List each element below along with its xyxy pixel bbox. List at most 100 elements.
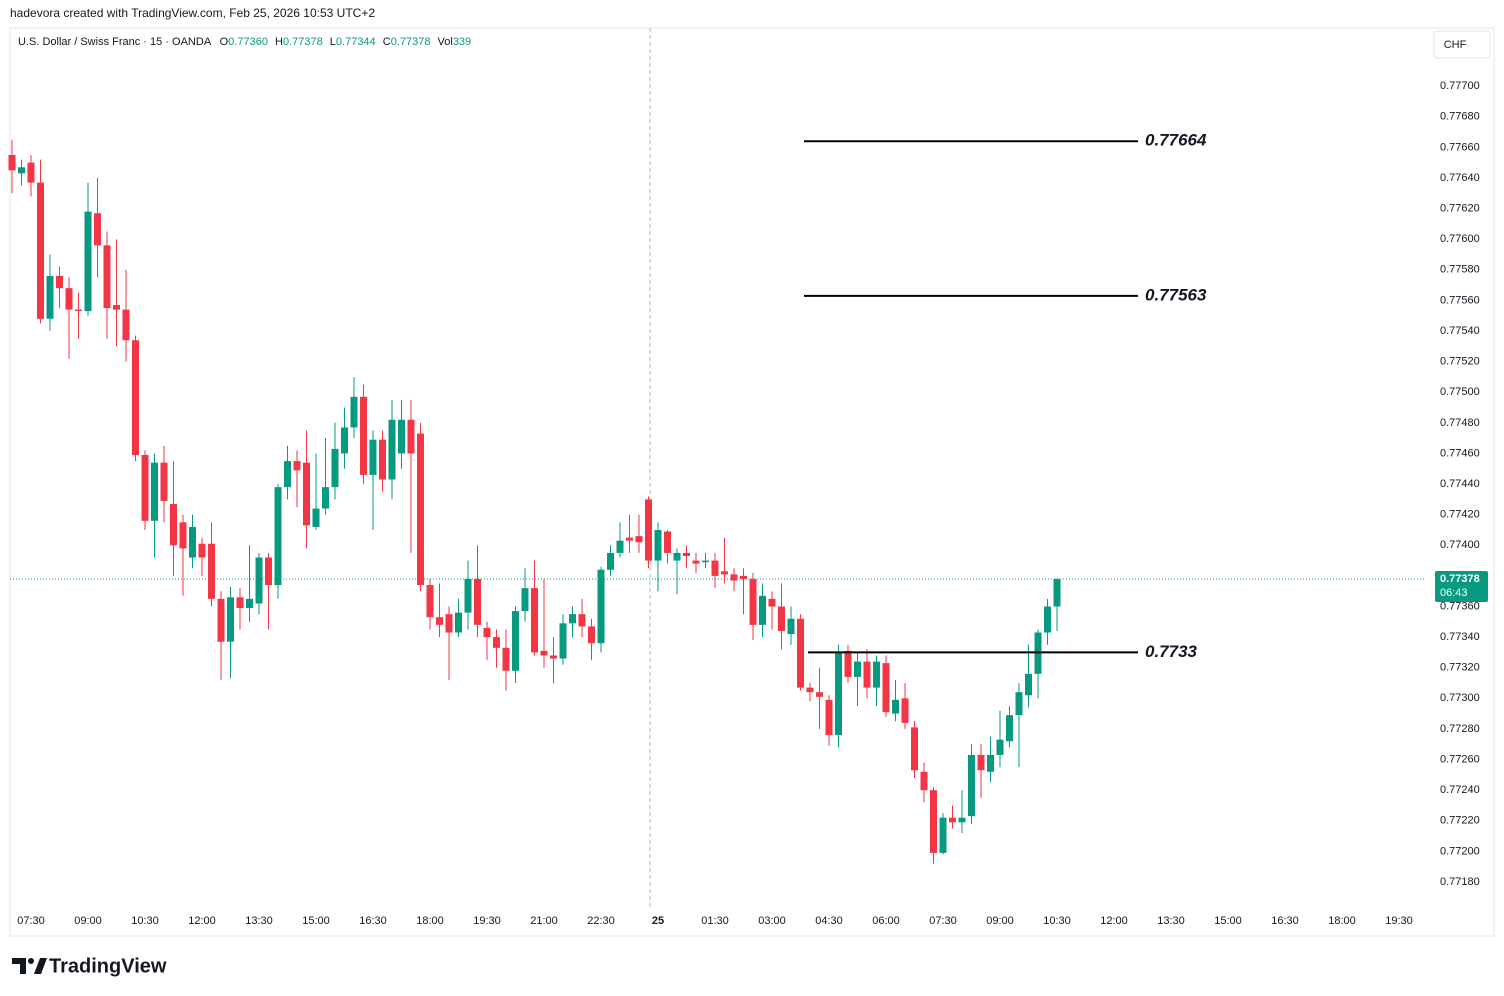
last-price-tag — [1435, 570, 1488, 602]
candle-body — [892, 699, 899, 714]
candle-body — [303, 462, 310, 526]
symbol: U.S. Dollar / Swiss Franc · 15 · OANDA — [18, 36, 212, 48]
candle-body — [987, 754, 994, 772]
candle-body — [911, 727, 918, 771]
candle-body — [512, 611, 519, 671]
candle-body — [806, 687, 814, 693]
candle-body — [141, 454, 149, 521]
x-tick-label: 06:00 — [872, 915, 900, 927]
candle-body — [84, 211, 92, 312]
candle-body — [284, 461, 291, 488]
x-tick-label: 16:30 — [1271, 915, 1299, 927]
candle-body — [930, 790, 937, 853]
candle-body — [550, 655, 557, 659]
candle-body — [578, 614, 586, 627]
level-label: 0.77563 — [1145, 285, 1207, 304]
candle-body — [540, 650, 548, 656]
candle-body — [493, 637, 500, 648]
y-tick-label: 0.77280 — [1440, 723, 1480, 735]
candle-body — [1006, 715, 1013, 742]
y-tick-label: 0.77220 — [1440, 815, 1480, 827]
candle-body — [958, 817, 966, 823]
candle-body — [949, 817, 956, 823]
candle-body — [37, 182, 44, 319]
candle-body — [683, 552, 690, 556]
candle-body — [721, 571, 728, 575]
y-tick-label: 0.77400 — [1440, 539, 1480, 551]
volume-key: Vol — [438, 36, 453, 48]
candle-body — [8, 155, 16, 171]
candle-body — [474, 578, 481, 625]
y-tick-label: 0.77200 — [1440, 845, 1480, 857]
x-tick-label: 19:30 — [1385, 915, 1413, 927]
candle-body — [901, 698, 909, 723]
y-tick-label: 0.77440 — [1440, 478, 1480, 490]
candle-body — [569, 614, 576, 624]
last-price-label: 0.77378 — [1440, 573, 1480, 585]
candle-body — [151, 462, 158, 521]
x-tick-label: 07:30 — [17, 915, 45, 927]
candle-body — [208, 543, 215, 599]
candle-body — [322, 487, 329, 509]
y-tick-label: 0.77560 — [1440, 294, 1480, 306]
candle-body — [132, 340, 139, 455]
candle-body — [607, 552, 614, 570]
y-tick-label: 0.77320 — [1440, 662, 1480, 674]
x-tick-label: 21:00 — [530, 915, 558, 927]
candle-body — [455, 612, 462, 633]
candle-body — [483, 627, 491, 638]
candle-body — [407, 419, 415, 454]
candle-body — [246, 598, 253, 609]
x-tick-label: 15:00 — [302, 915, 330, 927]
x-tick-label: 18:00 — [1328, 915, 1356, 927]
y-tick-label: 0.77300 — [1440, 692, 1480, 704]
candle-body — [740, 575, 747, 579]
currency[interactable]: CHF — [1444, 39, 1467, 51]
x-tick-label: 03:00 — [758, 915, 786, 927]
candle-body — [502, 647, 510, 671]
candle-body — [160, 462, 168, 501]
ohlc-value: 0.77378 — [283, 36, 323, 48]
y-tick-label: 0.77260 — [1440, 753, 1480, 765]
logo-slash — [34, 958, 47, 974]
y-tick-label: 0.77340 — [1440, 631, 1480, 643]
x-tick-label: 18:00 — [416, 915, 444, 927]
candle-body — [46, 275, 54, 319]
x-tick-label: 10:30 — [1043, 915, 1071, 927]
x-tick-label: 01:30 — [701, 915, 729, 927]
candle-body — [835, 652, 842, 736]
candle-body — [787, 618, 795, 635]
candle-body — [711, 560, 719, 576]
candle-body — [759, 595, 766, 625]
candle-body — [341, 427, 348, 454]
candle-body — [198, 543, 206, 558]
legend-line: U.S. Dollar / Swiss Franc · 15 · OANDA O… — [18, 36, 471, 48]
candle-body — [816, 692, 823, 697]
candle-body — [236, 597, 244, 609]
candle-body — [113, 305, 120, 310]
candle-body — [977, 754, 985, 771]
x-tick-label: 09:00 — [74, 915, 102, 927]
ohlc-key: O — [220, 36, 229, 48]
candle-body — [65, 288, 73, 310]
candle-body — [331, 448, 339, 488]
candle-body — [360, 396, 367, 475]
candle-body — [882, 663, 890, 713]
y-tick-label: 0.77680 — [1440, 111, 1480, 123]
candle-body — [350, 396, 358, 428]
x-tick-label: 12:00 — [1100, 915, 1128, 927]
candle-body — [825, 699, 833, 736]
candle-body — [1025, 673, 1032, 696]
candle-body — [588, 626, 595, 644]
candle-body — [778, 606, 785, 631]
y-tick-label: 0.77600 — [1440, 233, 1480, 245]
y-tick-label: 0.77640 — [1440, 172, 1480, 184]
candle-body — [398, 419, 405, 454]
x-tick-label: 12:00 — [188, 915, 216, 927]
candle-body — [426, 585, 434, 618]
volume-value: 339 — [453, 36, 471, 48]
ohlc-value: 0.77344 — [336, 36, 376, 48]
level-label: 0.77664 — [1145, 131, 1207, 150]
currency-button[interactable] — [1433, 30, 1491, 59]
